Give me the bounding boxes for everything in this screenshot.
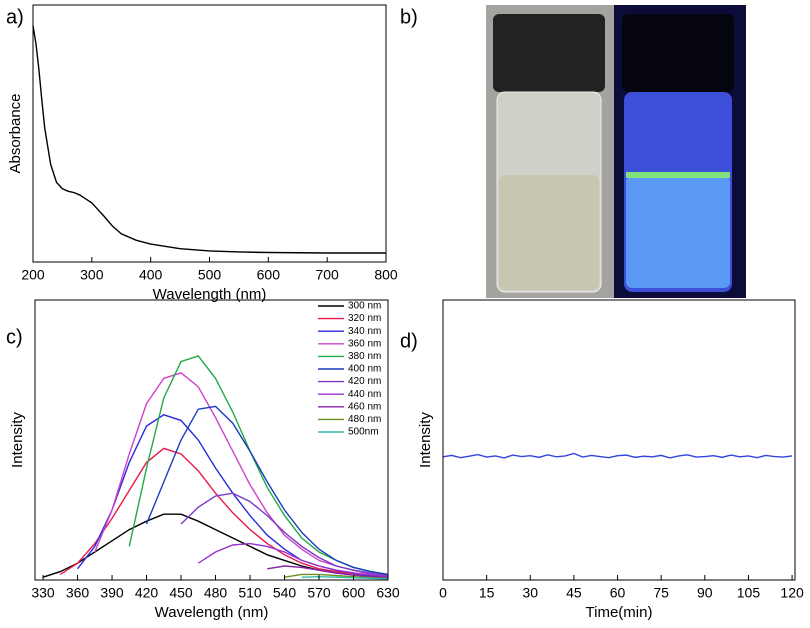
- legend-label: 480 nm: [348, 414, 381, 425]
- x-tick-label: 420: [135, 585, 159, 601]
- x-tick-label: 480: [204, 585, 228, 601]
- series-line: [180, 492, 389, 577]
- x-tick-label: 700: [315, 267, 339, 283]
- x-tick-label: 60: [610, 585, 626, 601]
- x-tick-label: 360: [66, 585, 90, 601]
- legend-label: 460 nm: [348, 401, 381, 412]
- x-tick-label: 800: [374, 267, 398, 283]
- x-tick-label: 15: [479, 585, 495, 601]
- y-axis-label: Intensity: [417, 412, 434, 468]
- x-tick-label: 630: [376, 585, 400, 601]
- x-tick-label: 450: [169, 585, 193, 601]
- series-line: [267, 565, 389, 579]
- panel-label: b): [400, 6, 418, 28]
- legend-label: 440 nm: [348, 389, 381, 400]
- meniscus: [626, 172, 730, 178]
- vial-cap: [622, 14, 734, 92]
- x-tick-label: 0: [439, 585, 447, 601]
- legend-label: 400 nm: [348, 364, 381, 375]
- x-tick-label: 120: [780, 585, 804, 601]
- y-axis-label: Intensity: [9, 412, 26, 468]
- panel-label: c): [6, 326, 23, 348]
- x-tick-label: 600: [342, 585, 366, 601]
- x-tick-label: 30: [522, 585, 538, 601]
- series-line: [301, 575, 389, 580]
- photo-panel: b): [400, 5, 746, 298]
- x-axis-label: Time(min): [586, 604, 653, 621]
- x-tick-label: 90: [697, 585, 713, 601]
- x-tick-label: 390: [100, 585, 124, 601]
- x-axis-label: Wavelength (nm): [153, 286, 267, 303]
- plot-frame: [442, 299, 796, 581]
- legend-label: 420 nm: [348, 376, 381, 387]
- vial-liquid: [499, 175, 599, 290]
- y-axis-label: Absorbance: [7, 93, 24, 173]
- series-line: [59, 447, 389, 579]
- plot-frame: [34, 299, 389, 581]
- legend-label: 320 nm: [348, 313, 381, 324]
- panel-label: d): [400, 330, 418, 352]
- legend-label: 300 nm: [348, 301, 381, 312]
- vial-cap: [493, 14, 605, 92]
- panel-label: a): [6, 6, 24, 28]
- x-tick-label: 45: [566, 585, 582, 601]
- x-tick-label: 500: [198, 267, 222, 283]
- series-line: [442, 452, 793, 459]
- legend-label: 500nm: [348, 427, 379, 438]
- x-tick-label: 300: [80, 267, 104, 283]
- x-tick-label: 540: [273, 585, 297, 601]
- x-tick-label: 330: [31, 585, 55, 601]
- x-tick-label: 570: [307, 585, 331, 601]
- x-tick-label: 75: [653, 585, 669, 601]
- x-axis-label: Wavelength (nm): [155, 604, 269, 621]
- x-tick-label: 510: [238, 585, 262, 601]
- series-line: [76, 414, 389, 578]
- plot-frame: [32, 4, 387, 263]
- x-tick-label: 600: [257, 267, 281, 283]
- x-tick-label: 400: [139, 267, 163, 283]
- series-line: [32, 25, 386, 254]
- legend-label: 380 nm: [348, 351, 381, 362]
- series-line: [197, 542, 389, 578]
- legend-label: 360 nm: [348, 338, 381, 349]
- series-line: [145, 405, 389, 576]
- x-tick-label: 200: [21, 267, 45, 283]
- vial-liquid-glow: [626, 176, 730, 288]
- legend-label: 340 nm: [348, 326, 381, 337]
- x-tick-label: 105: [737, 585, 761, 601]
